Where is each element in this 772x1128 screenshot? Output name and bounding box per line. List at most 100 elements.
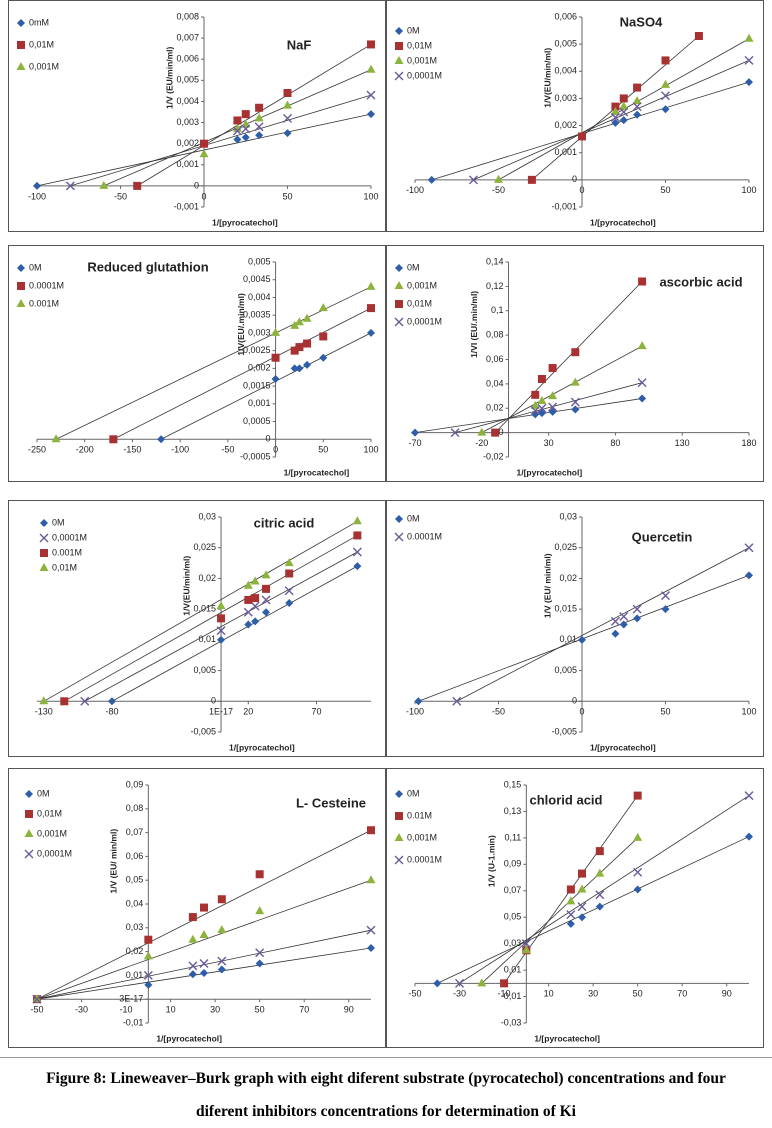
data-point [241,133,250,142]
data-point [283,129,292,138]
data-point [633,832,643,841]
data-point [303,360,312,369]
legend-label: 0,0001M [407,316,442,326]
data-point [99,180,109,189]
data-point [661,105,670,114]
data-point [595,902,604,911]
x-tick-label: 1E-17 [209,707,233,717]
data-point [366,64,376,73]
x-tick-label: -100 [406,185,424,195]
y-tick-label: 0,02 [559,573,577,583]
x-tick-label: -50 [492,707,505,717]
x-axis-title: 1/[pyrocatechol] [156,1033,222,1043]
x-tick-label: 50 [633,989,643,999]
y-tick-label: 0,006 [554,11,577,21]
y-tick-label: 0,003 [176,117,199,127]
legend-marker [394,532,404,542]
chart-panel: -0,01 3E-17 0,01 0,02 0,03 0,04 0,05 0,06 0,07 0,… [8,768,386,1048]
chart-title: Quercetin [632,529,693,544]
chart-panel: -0,001 0 0,001 0,002 0,003 0,004 0,005 0,006 0,0… [8,0,386,232]
y-tick-label: 0,08 [486,330,504,340]
y-tick-label: 0,025 [554,542,577,552]
chart-title: Reduced glutathion [87,259,208,274]
x-tick-label: -80 [105,707,118,717]
data-point [217,614,226,623]
trend-line [136,44,372,187]
y-tick-label: 0,005 [248,256,271,266]
data-point [290,320,300,329]
chart: -0,03 -0,01 0,01 0,03 0,05 0,07 0,09 0,11 0,13 0,… [394,779,754,1043]
y-tick-label: 0,06 [486,354,504,364]
y-axis-title: 1/V(EU/min/ml) [542,48,552,108]
data-point [251,594,260,603]
legend-label: 0.0001M [407,854,442,864]
data-point [633,83,642,92]
data-point [290,346,299,355]
data-point [157,435,166,444]
data-point [570,397,580,407]
data-point [188,913,197,922]
x-tick-label: 30 [588,989,598,999]
x-axis-title: 1/[pyrocatechol] [212,217,278,227]
x-tick-label: 70 [311,707,321,717]
data-point [611,629,620,638]
data-point [661,605,670,614]
chart-panel: -0,03 -0,01 0,01 0,03 0,05 0,07 0,09 0,11 0,13 0,… [386,768,764,1048]
data-point [411,428,419,437]
data-point [637,341,647,350]
legend-label: 0,001M [407,280,437,290]
data-point [566,896,576,905]
y-tick-label: 0,002 [248,363,271,373]
y-tick-label: 0,02 [126,946,144,956]
legend-marker [394,71,404,81]
trend-line [84,551,358,702]
y-tick-label: 0,03 [504,938,522,948]
legend-label: 0M [407,513,420,523]
legend-marker [395,300,403,308]
data-point [217,925,227,934]
legend-marker [394,281,404,289]
data-point [548,364,557,373]
data-point [251,617,260,626]
data-point [200,969,208,978]
x-axis-title: 1/[pyrocatechol] [229,742,295,752]
chart-title: citric acid [254,515,315,530]
data-point [283,113,292,123]
legend-label: 0,001M [29,61,59,71]
data-point [521,945,531,954]
legend-marker [39,533,49,543]
y-tick-label: 0,12 [486,281,504,291]
data-point [283,100,292,109]
legend-label: 0,01M [407,298,432,308]
data-point [318,303,328,312]
y-axis-title: 1/V (EU/min/ml) [164,46,174,109]
legend-marker [16,299,26,307]
data-point [367,328,375,337]
trend-line [454,382,643,434]
legend-marker [395,27,403,35]
data-point [578,635,586,644]
data-point [285,599,294,607]
data-point [632,102,642,112]
data-point [241,124,251,134]
y-tick-label: 0,0015 [243,380,271,390]
data-point [254,113,264,122]
x-tick-label: -50 [408,989,421,999]
legend-label: 0.01M [407,810,432,820]
data-point [637,378,647,388]
x-tick-label: -30 [453,989,466,999]
legend-label: 0M [407,25,420,35]
data-point [578,869,586,878]
x-axis-title: 1/[pyrocatechol] [590,742,656,752]
trend-line [36,929,372,1000]
data-point [271,353,280,362]
legend-marker [394,56,404,64]
trend-line [414,398,643,434]
data-point [566,910,576,920]
x-tick-label: 10 [166,1005,176,1015]
data-point [250,601,260,611]
y-tick-label: 0,005 [176,75,199,85]
data-point [233,116,242,125]
y-axis-title: 1/V(EU/min/ml) [181,556,191,616]
